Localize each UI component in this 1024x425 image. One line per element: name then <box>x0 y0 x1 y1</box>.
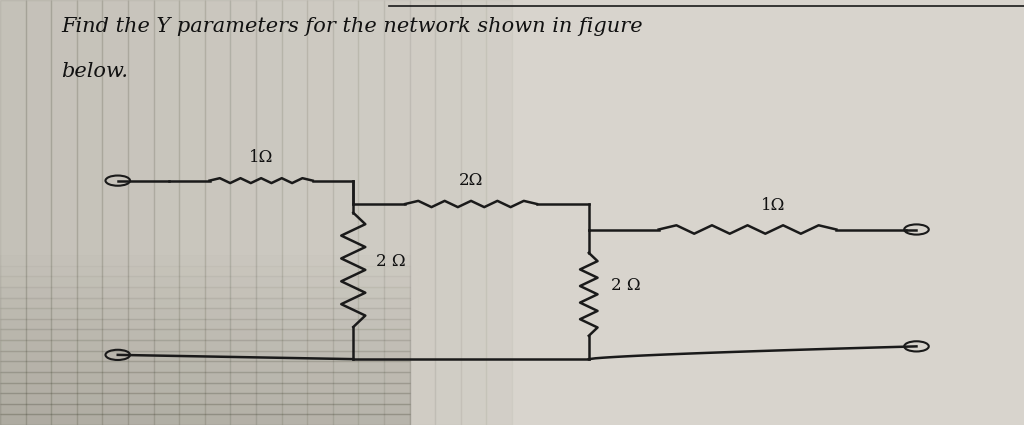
Bar <box>205 0 230 425</box>
Bar <box>0 149 410 159</box>
Bar <box>0 234 410 244</box>
Bar <box>0 170 410 181</box>
Bar <box>0 159 410 170</box>
Bar <box>102 0 128 425</box>
Bar <box>0 32 410 42</box>
Bar <box>154 0 179 425</box>
Bar <box>0 202 410 212</box>
Bar <box>0 393 410 404</box>
Bar <box>486 0 512 425</box>
Bar <box>0 117 410 128</box>
Bar <box>0 11 410 21</box>
Bar <box>0 361 410 372</box>
Bar <box>0 414 410 425</box>
Bar <box>0 181 410 191</box>
Bar <box>0 0 410 11</box>
Bar <box>0 351 410 361</box>
Bar <box>0 21 410 32</box>
Bar <box>51 0 77 425</box>
Text: 2 Ω: 2 Ω <box>611 278 641 294</box>
Bar <box>0 96 410 106</box>
Bar <box>0 319 410 329</box>
Bar <box>0 308 410 319</box>
Bar <box>0 340 410 351</box>
Bar <box>0 42 410 53</box>
Bar <box>77 0 102 425</box>
Text: below.: below. <box>61 62 128 81</box>
Bar <box>0 244 410 255</box>
Bar <box>333 0 358 425</box>
Bar <box>0 74 410 85</box>
Text: 1Ω: 1Ω <box>761 197 785 214</box>
Bar <box>0 128 410 138</box>
Bar <box>0 372 410 382</box>
Bar <box>410 0 435 425</box>
Bar <box>282 0 307 425</box>
Text: 2Ω: 2Ω <box>459 172 483 189</box>
Bar <box>0 85 410 96</box>
Bar <box>384 0 410 425</box>
Bar <box>461 0 486 425</box>
Bar <box>0 298 410 308</box>
Bar <box>230 0 256 425</box>
Bar <box>0 212 410 223</box>
Bar <box>0 0 26 425</box>
Bar <box>128 0 154 425</box>
Text: 1Ω: 1Ω <box>249 148 273 165</box>
Bar <box>0 64 410 74</box>
Text: Find the Y parameters for the network shown in figure: Find the Y parameters for the network sh… <box>61 17 643 36</box>
Text: 2 Ω: 2 Ω <box>376 253 406 270</box>
Bar <box>0 266 410 276</box>
Bar <box>307 0 333 425</box>
Bar <box>0 287 410 297</box>
Bar <box>26 0 51 425</box>
Bar <box>0 382 410 393</box>
Bar <box>179 0 205 425</box>
Bar <box>0 404 410 414</box>
Bar <box>435 0 461 425</box>
Bar <box>0 191 410 202</box>
Bar <box>256 0 282 425</box>
Bar <box>0 138 410 149</box>
Bar <box>0 255 410 266</box>
Bar <box>0 223 410 234</box>
Bar <box>358 0 384 425</box>
Bar <box>0 329 410 340</box>
Bar <box>0 106 410 117</box>
Bar <box>0 53 410 64</box>
Bar <box>0 276 410 287</box>
